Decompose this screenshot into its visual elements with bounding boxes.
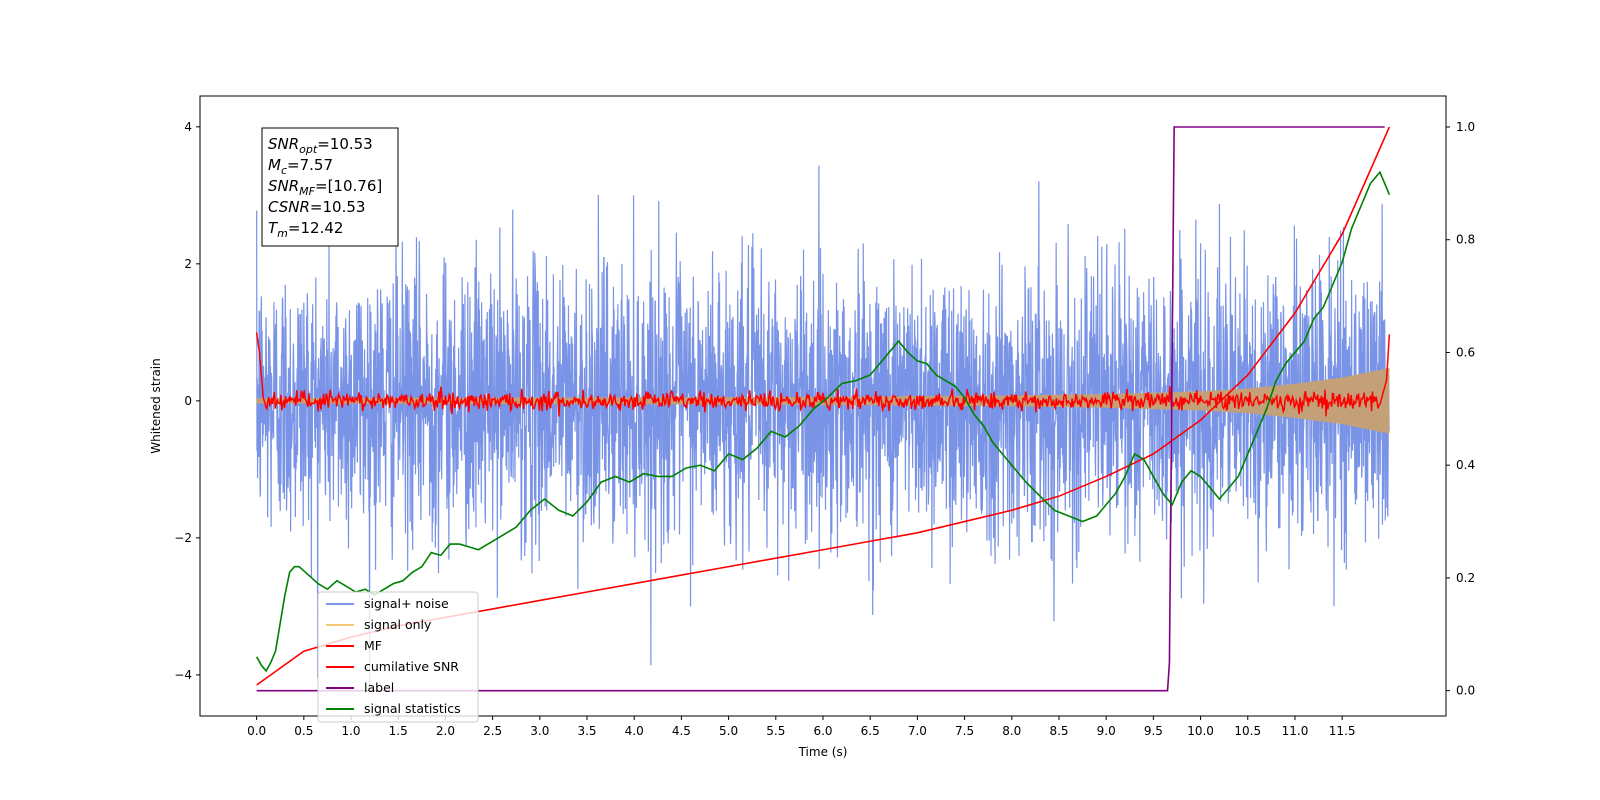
- legend-label: signal only: [364, 617, 432, 632]
- legend-label: signal+ noise: [364, 596, 449, 611]
- x-tick-label: 10.0: [1187, 724, 1214, 738]
- info-box: SNRopt=10.53Mc=7.57SNRMF=[10.76]CSNR=10.…: [261, 127, 399, 247]
- x-tick-label: 5.0: [719, 724, 738, 738]
- y-right-tick-label: 0.6: [1456, 345, 1475, 359]
- y-left-tick-label: −4: [174, 668, 192, 682]
- y-left-tick-label: −2: [174, 531, 192, 545]
- x-tick-label: 1.0: [341, 724, 360, 738]
- ticks-layer: 0.0 0.5 1.0 1.5 2.0 2.5 3.0 3.5 4.0 4.5 5.0 5.5 6.0 6…: [174, 120, 1475, 738]
- info-line: SNRopt=10.53: [268, 135, 373, 156]
- legend-label: MF: [364, 638, 382, 653]
- y-right-tick-label: 0.8: [1456, 233, 1475, 247]
- x-tick-label: 11.5: [1329, 724, 1356, 738]
- x-tick-label: 4.5: [672, 724, 691, 738]
- y-left-tick-label: 4: [184, 120, 192, 134]
- legend: signal+ noise signal only MF cumilative SNR…: [317, 591, 479, 723]
- x-axis-label: Time (s): [798, 745, 848, 759]
- info-line: CSNR=10.53: [268, 198, 365, 216]
- x-tick-label: 8.5: [1049, 724, 1068, 738]
- x-tick-label: 3.0: [530, 724, 549, 738]
- y-right-tick-label: 0.0: [1456, 684, 1475, 698]
- info-line: Mc=7.57: [268, 156, 333, 177]
- x-tick-label: 11.0: [1282, 724, 1309, 738]
- x-tick-label: 9.5: [1144, 724, 1163, 738]
- x-tick-label: 7.5: [955, 724, 974, 738]
- x-tick-label: 6.0: [813, 724, 832, 738]
- x-tick-label: 3.5: [577, 724, 596, 738]
- series-mf-line: [255, 332, 1391, 417]
- series-signal-statistics-line: [255, 170, 1391, 673]
- x-tick-label: 1.5: [389, 724, 408, 738]
- x-tick-label: 7.0: [908, 724, 927, 738]
- legend-frame: [317, 591, 479, 723]
- info-box-frame: [261, 127, 399, 247]
- x-tick-label: 2.5: [483, 724, 502, 738]
- x-tick-label: 0.0: [247, 724, 266, 738]
- y-right-tick-label: 1.0: [1456, 120, 1475, 134]
- y-left-tick-label: 0: [184, 394, 192, 408]
- x-tick-label: 6.5: [861, 724, 880, 738]
- x-tick-label: 9.0: [1097, 724, 1116, 738]
- x-tick-label: 8.0: [1002, 724, 1021, 738]
- legend-label: cumilative SNR: [364, 659, 459, 674]
- y-axis-label: Whitened strain: [149, 358, 163, 454]
- y-left-tick-label: 2: [184, 257, 192, 271]
- x-tick-label: 10.5: [1234, 724, 1261, 738]
- x-tick-label: 0.5: [294, 724, 313, 738]
- x-tick-label: 2.0: [436, 724, 455, 738]
- y-right-tick-label: 0.4: [1456, 458, 1475, 472]
- series-label-line: [256, 126, 1385, 692]
- legend-label: label: [364, 680, 394, 695]
- info-line: SNRMF=[10.76]: [268, 177, 382, 198]
- series-signal-noise-line: [256, 165, 1390, 686]
- x-tick-label: 5.5: [766, 724, 785, 738]
- info-line: Tm=12.42: [268, 219, 343, 240]
- x-tick-label: 4.0: [625, 724, 644, 738]
- y-right-tick-label: 0.2: [1456, 571, 1475, 585]
- legend-label: signal statistics: [364, 701, 461, 716]
